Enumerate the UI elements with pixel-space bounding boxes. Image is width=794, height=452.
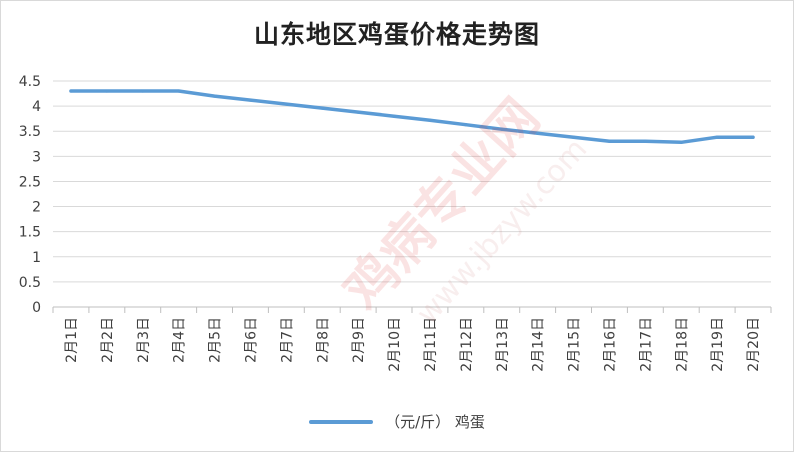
x-tick-label: 2月15日 <box>567 317 583 372</box>
x-tick-label: 2月18日 <box>674 317 690 372</box>
x-tick-label: 2月11日 <box>423 317 439 372</box>
x-tick-label: 2月6日 <box>243 317 259 363</box>
x-tick-label: 2月2日 <box>100 317 116 363</box>
x-tick-label: 2月7日 <box>279 317 295 363</box>
data-point <box>69 89 73 93</box>
data-point <box>643 139 647 143</box>
data-point <box>751 135 755 139</box>
x-tick-label: 2月12日 <box>459 317 475 372</box>
data-point <box>464 123 468 127</box>
legend: （元/斤） 鸡蛋 <box>1 411 793 432</box>
series-line <box>69 89 755 145</box>
y-tick-label: 1.5 <box>19 225 41 241</box>
y-tick-label: 0.5 <box>19 275 41 291</box>
y-tick-label: 4.5 <box>19 74 41 90</box>
data-point <box>141 89 145 93</box>
y-tick-label: 2 <box>32 200 41 216</box>
data-point <box>320 106 324 110</box>
data-point <box>177 89 181 93</box>
data-point <box>284 102 288 106</box>
x-tick-label: 2月13日 <box>495 317 511 372</box>
x-tick-label: 2月8日 <box>315 317 331 363</box>
x-tick-label: 2月3日 <box>136 317 152 363</box>
x-tick-label: 2月16日 <box>602 317 618 372</box>
y-tick-label: 4 <box>32 99 41 115</box>
x-tick-label: 2月5日 <box>208 317 224 363</box>
y-tick-label: 1 <box>32 250 41 266</box>
x-tick-label: 2月19日 <box>710 317 726 372</box>
data-point <box>105 89 109 93</box>
y-tick-label: 2.5 <box>19 174 41 190</box>
x-tick-label: 2月17日 <box>638 317 654 372</box>
x-tick-label: 2月1日 <box>64 317 80 363</box>
y-tick-label: 3.5 <box>19 124 41 140</box>
x-tick-label: 2月14日 <box>531 317 547 372</box>
data-point <box>715 135 719 139</box>
data-point <box>248 98 253 102</box>
data-point <box>212 94 217 98</box>
data-point <box>536 131 540 135</box>
legend-label: （元/斤） 鸡蛋 <box>385 413 485 431</box>
legend-swatch <box>309 419 374 424</box>
y-tick-label: 0 <box>32 300 41 316</box>
data-point <box>679 140 683 144</box>
y-tick-label: 3 <box>32 149 41 165</box>
data-point <box>607 139 612 143</box>
chart-title: 山东地区鸡蛋价格走势图 <box>253 20 540 49</box>
data-point <box>356 110 360 114</box>
x-tick-label: 2月4日 <box>172 317 188 363</box>
x-tick-label: 2月20日 <box>746 317 762 372</box>
data-point <box>392 114 396 118</box>
x-tick-label: 2月10日 <box>387 317 403 372</box>
x-tick-label: 2月9日 <box>351 317 367 363</box>
data-point <box>571 135 576 139</box>
data-point <box>428 118 432 122</box>
data-point <box>500 127 504 131</box>
